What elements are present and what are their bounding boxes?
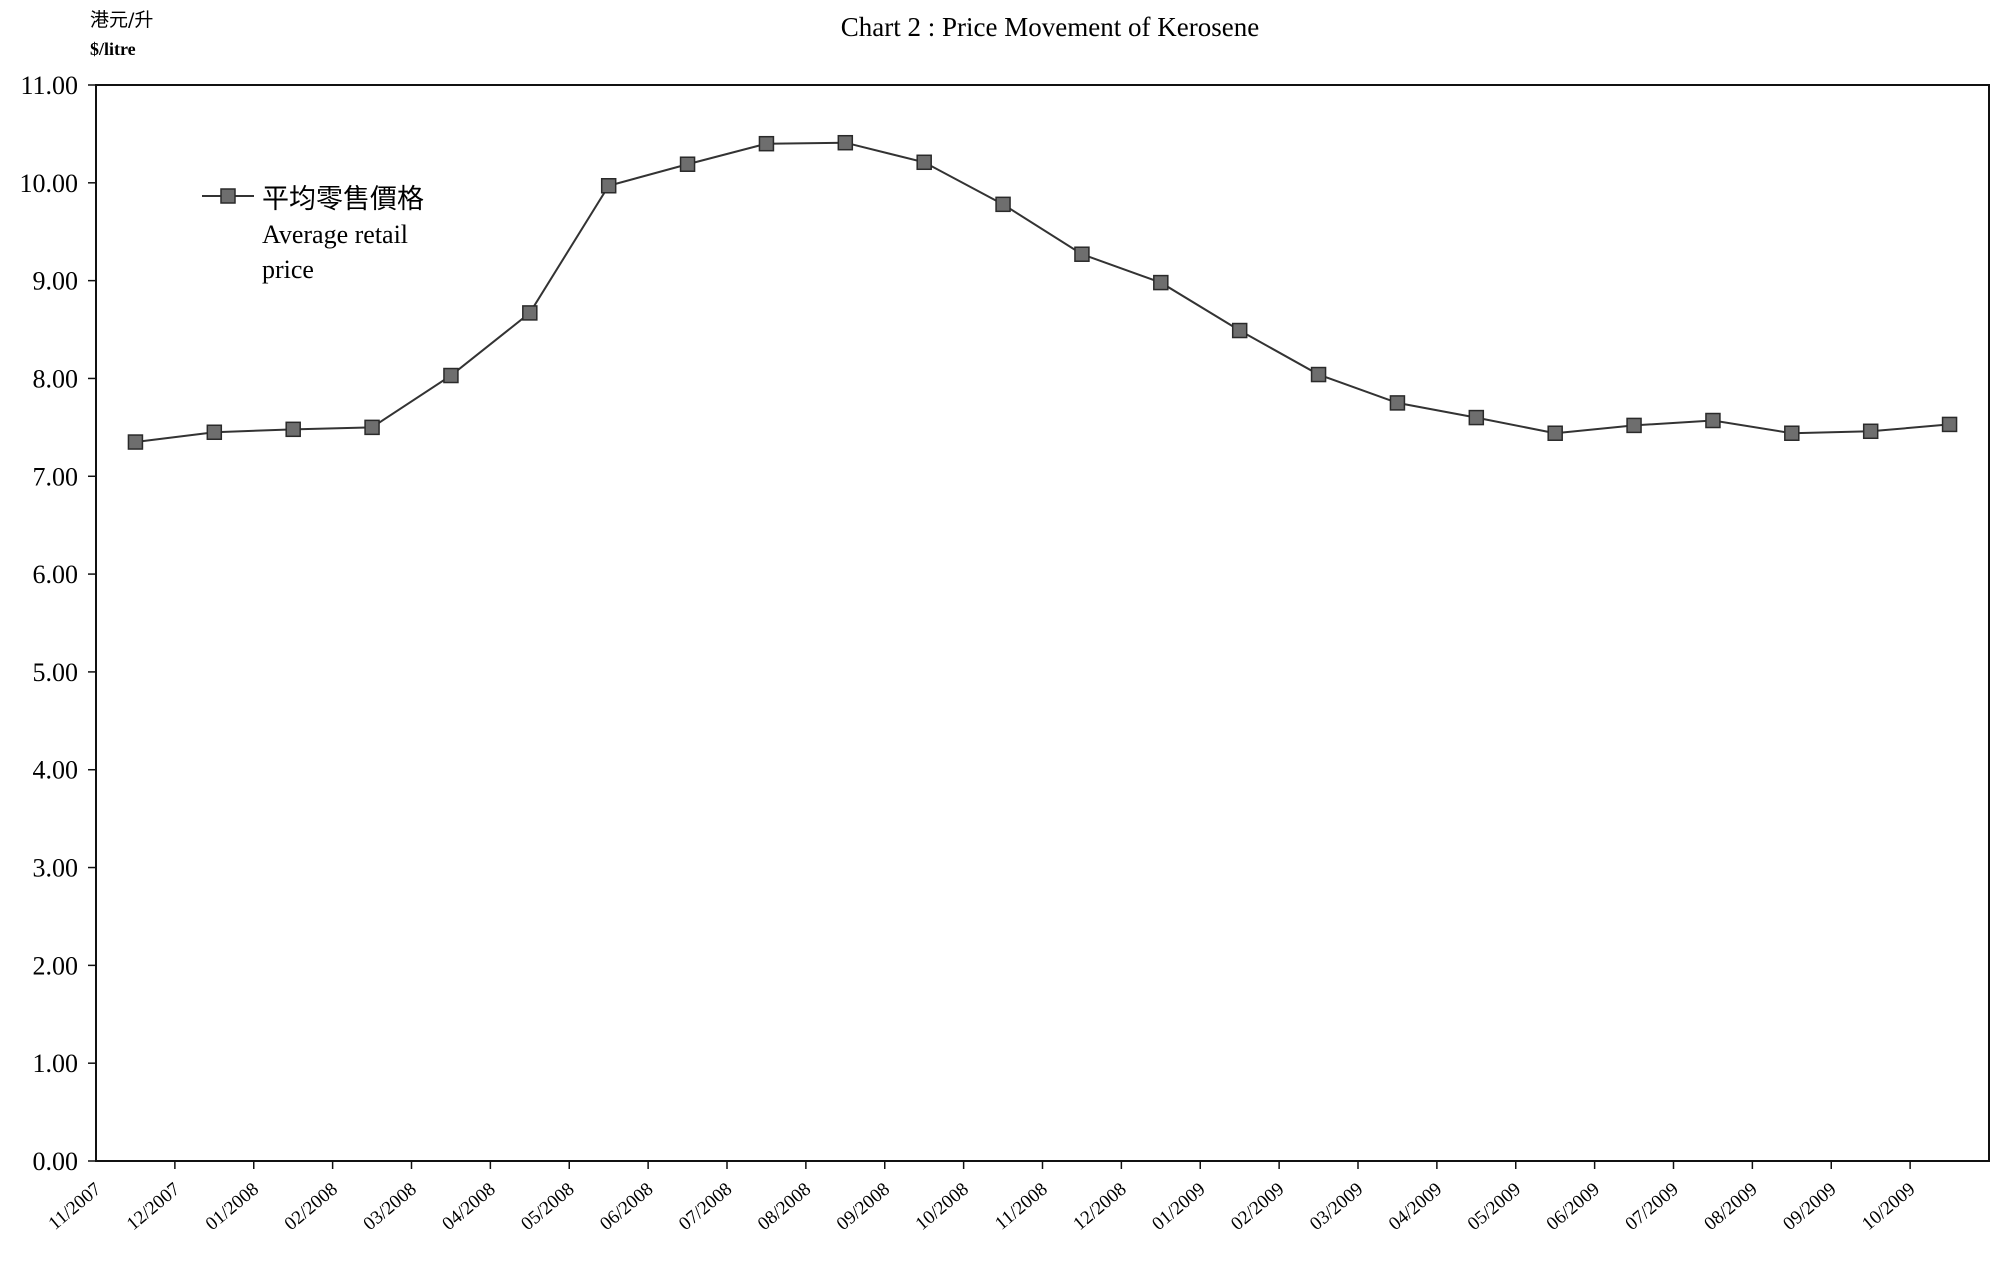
data-point-marker <box>1941 416 1958 433</box>
x-tick-label: 03/2009 <box>1306 1179 1367 1235</box>
x-tick-label: 08/2009 <box>1700 1179 1761 1235</box>
y-tick-label: 6.00 <box>33 560 79 589</box>
data-point-marker <box>600 178 617 194</box>
data-point-marker <box>1862 423 1879 440</box>
x-tick-label: 01/2009 <box>1148 1179 1209 1235</box>
chart-title: Chart 2 : Price Movement of Kerosene <box>841 12 1259 42</box>
data-point-marker <box>1468 409 1485 426</box>
y-tick-label: 4.00 <box>33 756 79 785</box>
data-point-marker <box>1784 425 1800 441</box>
data-point-marker <box>1626 417 1642 434</box>
y-tick-label: 10.00 <box>20 169 79 198</box>
legend-label-chinese: 平均零售價格 <box>262 184 424 215</box>
y-unit-chinese: 港元/升 <box>90 9 153 31</box>
legend-marker-swatch <box>220 188 236 204</box>
y-tick-label: 8.00 <box>33 364 79 393</box>
x-tick-label: 06/2009 <box>1543 1179 1604 1235</box>
x-tick-label: 09/2009 <box>1779 1179 1840 1235</box>
x-tick-label: 03/2008 <box>360 1179 421 1235</box>
legend-label-english-line2: price <box>262 255 314 284</box>
data-point-marker <box>206 424 223 441</box>
x-tick-label: 12/2007 <box>123 1179 184 1235</box>
y-tick-label: 0.00 <box>33 1147 79 1176</box>
x-tick-label: 01/2008 <box>202 1179 263 1235</box>
x-tick-label: 12/2008 <box>1069 1179 1130 1235</box>
y-unit-english: $/litre <box>90 39 136 59</box>
x-tick-label: 09/2008 <box>833 1179 894 1235</box>
data-point-marker <box>127 434 144 450</box>
data-point-marker <box>285 421 301 438</box>
y-axis: 0.00 1.00 2.00 3.00 4.00 5.00 6.00 7.00 8.00 9.00… <box>20 71 96 1176</box>
data-point-marker <box>758 135 775 152</box>
x-tick-label: 04/2009 <box>1385 1179 1446 1235</box>
y-tick-label: 3.00 <box>33 854 79 883</box>
x-tick-label: 05/2009 <box>1464 1179 1525 1235</box>
data-point-marker <box>1310 366 1327 383</box>
y-tick-label: 9.00 <box>33 267 79 296</box>
x-tick-label: 02/2009 <box>1227 1179 1288 1235</box>
legend-label-english-line1: Average retail <box>262 220 408 249</box>
data-point-marker <box>364 419 380 436</box>
x-tick-label: 07/2008 <box>675 1179 736 1235</box>
x-tick-label: 07/2009 <box>1622 1179 1683 1235</box>
data-point-marker <box>1231 322 1248 339</box>
data-point-marker <box>1153 274 1169 291</box>
x-tick-label: 11/2007 <box>45 1179 106 1235</box>
x-tick-label: 02/2008 <box>281 1179 342 1235</box>
x-tick-label: 04/2008 <box>438 1179 499 1235</box>
average-retail-price-series <box>127 134 1958 450</box>
data-point-marker <box>916 154 932 171</box>
data-point-marker <box>679 156 696 172</box>
y-tick-label: 2.00 <box>33 951 79 980</box>
data-point-marker <box>1547 425 1563 441</box>
data-point-marker <box>1705 412 1721 429</box>
data-point-marker <box>995 196 1011 213</box>
data-point-marker <box>837 134 854 151</box>
data-point-marker <box>1074 246 1090 262</box>
y-tick-label: 5.00 <box>33 658 79 687</box>
x-tick-label: 06/2008 <box>596 1179 657 1235</box>
y-tick-label: 1.00 <box>33 1049 79 1078</box>
x-tick-label: 10/2008 <box>912 1179 973 1235</box>
y-tick-label: 7.00 <box>33 462 79 491</box>
y-tick-label: 11.00 <box>20 71 78 100</box>
series-line <box>135 141 1950 444</box>
x-axis: 11/2007 12/2007 01/2008 02/2008 03/2008 04/20… <box>45 1161 1919 1235</box>
data-point-marker <box>522 305 538 321</box>
x-tick-label: 11/2008 <box>991 1179 1052 1235</box>
data-point-marker <box>443 367 459 384</box>
x-tick-label: 10/2009 <box>1858 1179 1919 1235</box>
x-tick-label: 05/2008 <box>517 1179 578 1235</box>
data-point-marker <box>1389 395 1406 411</box>
x-tick-label: 08/2008 <box>754 1179 815 1235</box>
legend: 平均零售價格 Average retail price <box>202 184 424 284</box>
